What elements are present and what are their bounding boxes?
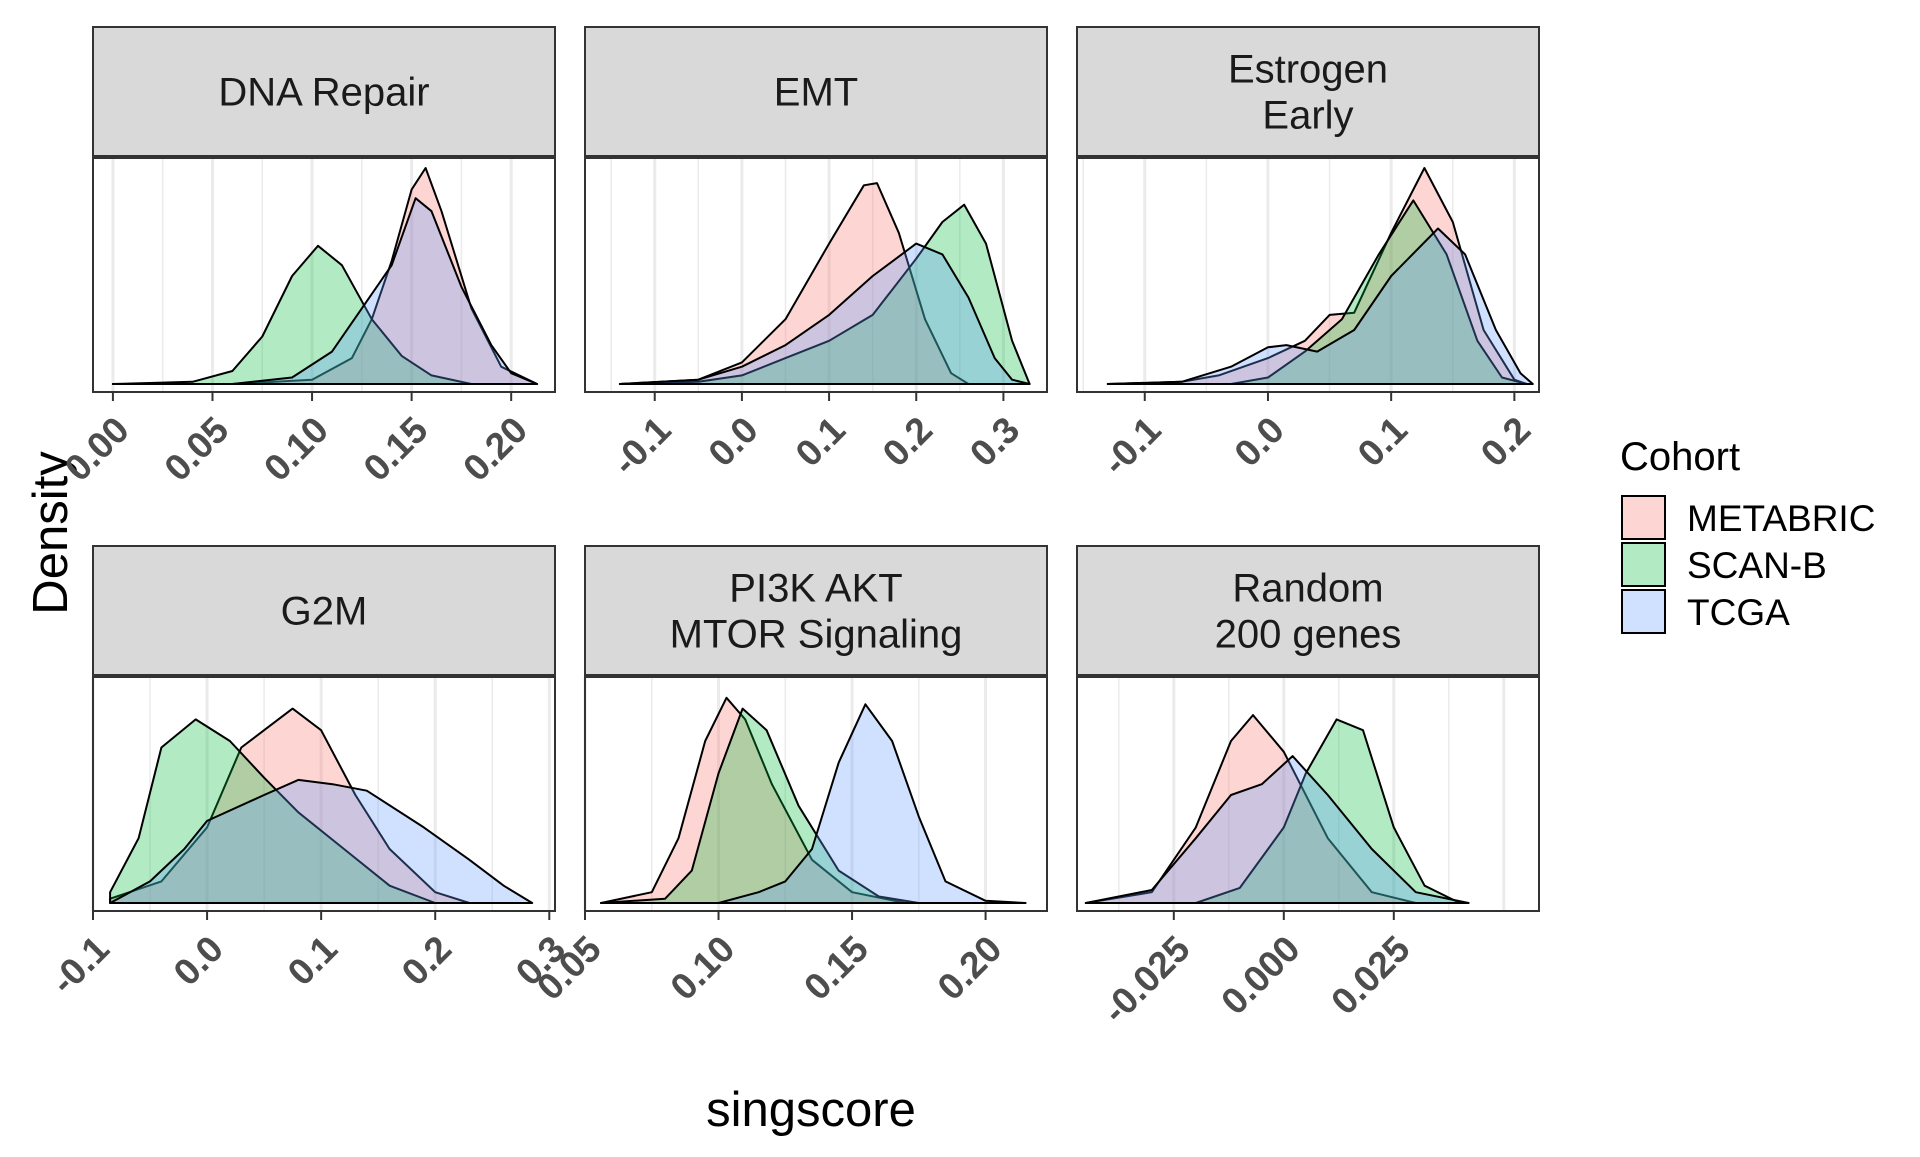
y-axis-title: Density (24, 451, 78, 615)
x-tick-label: 0.000 (1213, 928, 1307, 1022)
x-tick-label: 0.1 (1350, 409, 1415, 474)
density-metabric-pi3k-akt-mtor-signaling (600, 696, 907, 904)
facet-title-emt-line-1: EMT (774, 71, 858, 115)
legend-label-tcga: TCGA (1687, 592, 1790, 633)
density-tcga-dna-repair (111, 197, 539, 385)
x-tick-label: 0.1 (788, 409, 853, 474)
x-tick-label: 0.3 (962, 409, 1027, 474)
facet-strip-g2m (92, 545, 556, 676)
legend-label-scan-b: SCAN-B (1687, 545, 1827, 586)
density-metabric-random-200-genes (1084, 714, 1417, 904)
x-tick-label: 0.2 (875, 409, 940, 474)
legend-key-bg (1622, 543, 1665, 586)
density-tcga-g2m (109, 778, 534, 904)
x-tick-label: 0.0 (701, 409, 766, 474)
legend-key-tcga (1621, 589, 1666, 634)
legend-key-bg (1622, 590, 1665, 633)
facet-title-pi3k-akt-mtor-signaling-line-2: MTOR Signaling (670, 613, 963, 657)
facet-title-random-200-genes-line-2: 200 genes (1215, 613, 1402, 657)
density-scan-b-pi3k-akt-mtor-signaling (600, 707, 920, 904)
x-tick-label: 0.20 (930, 928, 1010, 1008)
density-scan-b-estrogen-early (1106, 199, 1528, 385)
x-tick-label: 0.2 (394, 928, 459, 993)
density-scan-b-random-200-genes (1084, 718, 1461, 904)
density-metabric-g2m (109, 707, 471, 904)
panel-background-estrogen-early (1077, 158, 1539, 392)
x-tick-label: 0.0 (1227, 409, 1292, 474)
facet-title-pi3k-akt-mtor-signaling-line-1: PI3K AKT (729, 567, 902, 611)
x-axis-title: singscore (706, 1083, 916, 1137)
density-scan-b-g2m (109, 718, 437, 904)
x-tick-label: 0.025 (1323, 928, 1417, 1022)
facet-title-estrogen-early-line-2: Early (1262, 94, 1353, 138)
facet-strip-dna-repair (92, 26, 556, 157)
x-tick-label: 0.2 (1473, 409, 1538, 474)
density-scan-b-emt (618, 203, 1031, 385)
x-tick-label: 0.05 (157, 409, 237, 489)
density-metabric-dna-repair (111, 167, 539, 385)
facet-emt: EMT -0.1 0.0 0.1 0.2 0.3 (584, 26, 1048, 483)
x-tick-label: 0.15 (796, 928, 876, 1008)
legend: METABRIC SCAN-B TCGA (1621, 495, 1875, 634)
panel-background-emt (585, 158, 1047, 392)
facet-strip-emt (584, 26, 1048, 157)
density-tcga-estrogen-early (1106, 227, 1534, 385)
legend-label-metabric: METABRIC (1687, 498, 1875, 539)
legend-key-bg (1622, 496, 1665, 539)
facet-title-g2m-line-1: G2M (281, 590, 368, 634)
x-tick-label: 0.15 (356, 409, 436, 489)
x-tick-label: 0.10 (663, 928, 743, 1008)
facet-title-estrogen-early-line-1: Estrogen (1228, 48, 1388, 92)
legend-key-scan-b (1621, 542, 1666, 587)
x-tick-label: 0.10 (256, 409, 336, 489)
x-tick-label: 0.0 (166, 928, 231, 993)
x-tick-label: -0.1 (605, 409, 679, 483)
facet-g2m: G2M-0.1 0.0 0.1 0.2 0.3 (43, 545, 573, 1002)
x-tick-label: 0.20 (455, 409, 535, 489)
panel-background-dna-repair (93, 158, 555, 392)
panel-background-random-200-genes (1077, 677, 1539, 911)
density-tcga-pi3k-akt-mtor-signaling (600, 703, 1027, 904)
x-tick-label: -0.1 (43, 928, 117, 1002)
x-tick-label: 0.1 (280, 928, 345, 993)
x-tick-label: -0.025 (1095, 928, 1198, 1031)
facet-title-random-200-genes-line-1: Random (1232, 567, 1383, 611)
legend-title: Cohort (1620, 435, 1740, 479)
facet-title-dna-repair-line-1: DNA Repair (218, 71, 429, 115)
facet-strip-pi3k-akt-mtor-signaling (584, 545, 1048, 676)
facet-strip-random-200-genes (1076, 545, 1540, 676)
x-tick-label: -0.1 (1095, 409, 1169, 483)
facet-strip-estrogen-early (1076, 26, 1540, 157)
density-tcga-random-200-genes (1084, 755, 1470, 904)
density-metabric-estrogen-early (1106, 167, 1528, 385)
legend-key-metabric (1621, 495, 1666, 540)
density-tcga-emt (618, 242, 1031, 385)
density-metabric-emt (618, 182, 970, 385)
